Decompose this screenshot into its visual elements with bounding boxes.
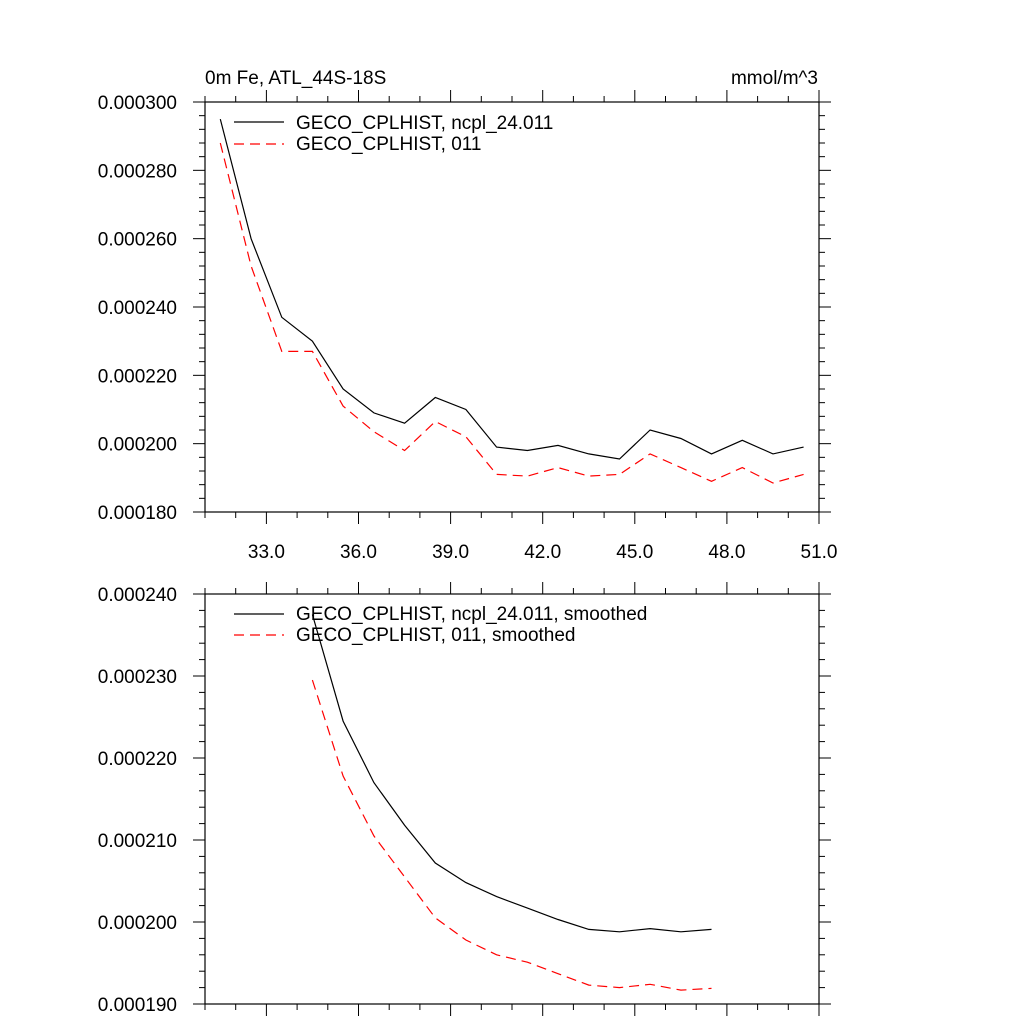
top-chart-x-tick-labels: 33.0 36.0 39.0 42.0 45.0 48.0 51.0: [248, 542, 838, 563]
y-tick-label: 0.000240: [98, 298, 177, 319]
series-line-dashed: [311, 679, 712, 991]
x-tick-label: 51.0: [801, 542, 838, 563]
x-tick-label: 48.0: [708, 542, 745, 563]
top-chart-panel: 0m Fe, ATL_44S-18S mmol/m^3 0.0003000.00…: [98, 68, 838, 563]
y-tick-label: 0.000200: [98, 913, 177, 934]
y-tick-label: 0.000240: [98, 585, 177, 606]
x-tick-label: 33.0: [248, 542, 285, 563]
top-chart-y-tick-labels: 0.000300 0.000280 0.000260 0.000240 0.000220…: [98, 93, 177, 524]
top-chart-ticks: [193, 90, 831, 524]
series-line-dashed: [219, 142, 804, 484]
bottom-chart-y-tick-labels: 0.000240 0.000230 0.000220 0.000210 0.000200…: [98, 585, 177, 1016]
top-chart-frame: [204, 101, 820, 513]
y-tick-label: 0.000180: [98, 503, 177, 524]
top-legend-label-2: GECO_CPLHIST, 011: [296, 134, 482, 155]
series-line-solid: [219, 118, 804, 460]
bottom-chart-legend: GECO_CPLHIST, ncpl_24.011, smoothed GECO…: [234, 604, 647, 646]
y-tick-label: 0.000220: [98, 749, 177, 770]
x-tick-label: 42.0: [524, 542, 561, 563]
top-legend-label-1: GECO_CPLHIST, ncpl_24.011: [296, 113, 553, 134]
top-chart-title: 0m Fe, ATL_44S-18S: [205, 68, 386, 89]
bottom-chart-panel: 0.000240 0.000230 0.000220 0.000210 0.000200…: [98, 582, 831, 1016]
bottom-chart-frame: [204, 593, 820, 1005]
top-chart-units: mmol/m^3: [731, 68, 818, 89]
top-chart-series: [219, 118, 804, 484]
x-tick-label: 36.0: [340, 542, 377, 563]
bottom-chart-series: [311, 614, 712, 991]
x-tick-label: 45.0: [616, 542, 653, 563]
bottom-legend-label-1: GECO_CPLHIST, ncpl_24.011, smoothed: [296, 604, 647, 625]
y-tick-label: 0.000300: [98, 93, 177, 114]
y-tick-label: 0.000210: [98, 831, 177, 852]
bottom-legend-label-2: GECO_CPLHIST, 011, smoothed: [296, 625, 576, 646]
y-tick-label: 0.000190: [98, 995, 177, 1016]
bottom-chart-ticks: [193, 582, 831, 1016]
top-chart-legend: GECO_CPLHIST, ncpl_24.011 GECO_CPLHIST, …: [234, 113, 553, 155]
y-tick-label: 0.000230: [98, 667, 177, 688]
y-tick-label: 0.000280: [98, 161, 177, 182]
y-tick-label: 0.000260: [98, 230, 177, 251]
series-line-solid: [311, 614, 712, 933]
y-tick-label: 0.000200: [98, 435, 177, 456]
x-tick-label: 39.0: [432, 542, 469, 563]
y-tick-label: 0.000220: [98, 366, 177, 387]
